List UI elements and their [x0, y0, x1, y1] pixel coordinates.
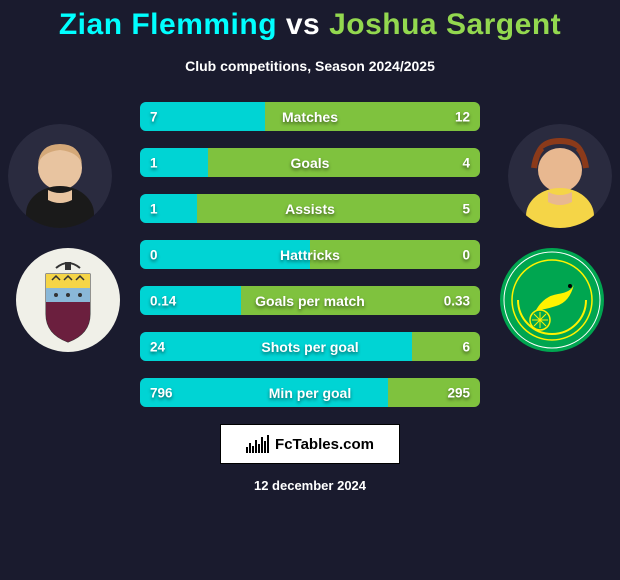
- player2-club-badge: [500, 248, 604, 352]
- stat-row: 1 5 Assists: [140, 194, 480, 223]
- stat-row: 1 4 Goals: [140, 148, 480, 177]
- stat-bar-left: [140, 194, 197, 223]
- stat-value-left: 0: [150, 247, 158, 262]
- date-label: 12 december 2024: [0, 478, 620, 493]
- stat-label: Matches: [282, 109, 338, 125]
- stat-value-right: 0: [462, 247, 470, 262]
- stat-value-left: 7: [150, 109, 158, 124]
- player2-photo: [508, 124, 612, 228]
- logo-bars-icon: [246, 435, 269, 453]
- player1-name: Zian Flemming: [59, 8, 277, 41]
- player2-name: Joshua Sargent: [329, 8, 561, 41]
- vs-separator: vs: [277, 8, 329, 41]
- page-title: Zian Flemming vs Joshua Sargent: [0, 8, 620, 42]
- stat-value-left: 24: [150, 339, 165, 354]
- stat-value-left: 0.14: [150, 293, 176, 308]
- stat-label: Goals per match: [255, 293, 365, 309]
- stat-value-left: 796: [150, 385, 173, 400]
- subtitle: Club competitions, Season 2024/2025: [0, 58, 620, 74]
- stat-value-right: 295: [447, 385, 470, 400]
- stat-label: Assists: [285, 201, 335, 217]
- stat-bar-left: [140, 102, 265, 131]
- stat-row: 24 6 Shots per goal: [140, 332, 480, 361]
- player1-photo: [8, 124, 112, 228]
- stat-bar-right: [208, 148, 480, 177]
- stat-label: Shots per goal: [261, 339, 358, 355]
- player1-club-badge: [16, 248, 120, 352]
- stat-label: Goals: [291, 155, 330, 171]
- stat-row: 796 295 Min per goal: [140, 378, 480, 407]
- stat-row: 0 0 Hattricks: [140, 240, 480, 269]
- stat-value-right: 12: [455, 109, 470, 124]
- comparison-card: Zian Flemming vs Joshua Sargent Club com…: [0, 0, 620, 580]
- logo-text: FcTables.com: [275, 436, 374, 453]
- stat-value-right: 4: [462, 155, 470, 170]
- stat-bar-right: [197, 194, 480, 223]
- stat-value-right: 6: [462, 339, 470, 354]
- stat-row: 0.14 0.33 Goals per match: [140, 286, 480, 315]
- stats-bars: 7 12 Matches 1 4 Goals 1 5 Assists 0 0 Hattricks 0.1…: [140, 102, 480, 407]
- stat-label: Hattricks: [280, 247, 340, 263]
- fctables-logo: FcTables.com: [220, 424, 400, 464]
- stat-value-right: 5: [462, 201, 470, 216]
- stat-value-right: 0.33: [444, 293, 470, 308]
- stat-row: 7 12 Matches: [140, 102, 480, 131]
- stat-value-left: 1: [150, 155, 158, 170]
- stat-label: Min per goal: [269, 385, 351, 401]
- stat-value-left: 1: [150, 201, 158, 216]
